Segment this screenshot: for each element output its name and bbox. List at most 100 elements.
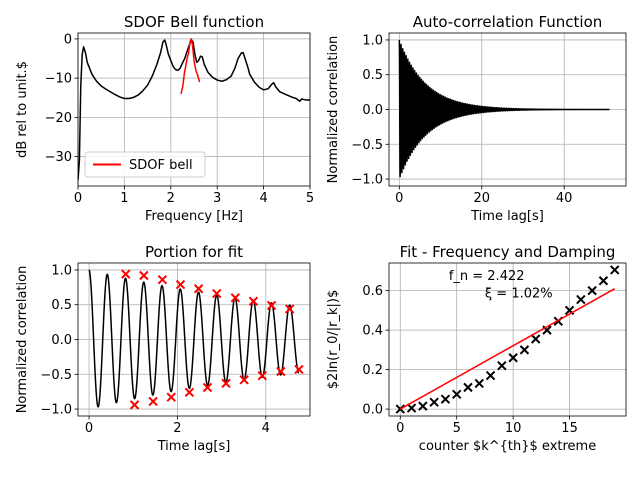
y-tick-label: 0.0 [362, 403, 383, 418]
y-tick-label: −1.0 [351, 173, 383, 188]
data-point-marker [202, 382, 213, 393]
y-tick-label: −0.5 [351, 138, 383, 153]
x-tick-label: 40 [556, 191, 573, 206]
y-axis-label: $2ln(r_0/|r_k|)$ [326, 290, 341, 389]
y-tick-label: −1.0 [40, 403, 72, 418]
data-point-marker [157, 274, 168, 285]
data-point-marker [230, 293, 241, 303]
x-tick-label: 0 [85, 421, 93, 436]
data-point-marker [184, 387, 195, 398]
data-point-marker [508, 353, 518, 363]
y-axis-label: dB rel to unit.$ [15, 61, 30, 158]
data-point-marker [239, 375, 249, 385]
data-point-marker [406, 403, 417, 413]
data-point-marker [519, 345, 530, 355]
data-point-marker [284, 304, 295, 314]
plot-area [395, 265, 620, 414]
data-point-marker [221, 378, 231, 389]
chart-panel-2: 0 20 40 −1.0 −0.5 0.0 0.5 1.0 Auto-correlation F… [326, 13, 627, 224]
plot-area [78, 38, 310, 181]
chart-title: Auto-correlation Function [413, 13, 603, 31]
axes-frame [77, 262, 311, 417]
legend-label: SDOF bell [129, 158, 193, 173]
series-line-1 [398, 39, 611, 178]
data-point-marker [121, 269, 131, 279]
axes-frame [77, 32, 311, 187]
plot-area [88, 269, 304, 410]
x-tick-label: 0 [395, 191, 403, 206]
fit-annotations: f_n = 2.422 ξ = 1.02% [449, 269, 553, 302]
chart-panel-1: 0 1 2 3 4 5 0 −10 −20 −30 SDOF Bell function Freque… [15, 13, 314, 224]
y-tick-label: 0.4 [362, 324, 383, 339]
y-axis-label: Normalized correlation [15, 266, 30, 414]
damping-ratio-annotation: ξ = 1.02% [485, 287, 553, 302]
data-point-marker [294, 364, 304, 375]
data-point-marker [429, 397, 439, 407]
data-point-marker [148, 396, 158, 407]
data-point-marker [576, 294, 586, 305]
data-point-marker [266, 300, 277, 311]
data-point-marker [129, 400, 140, 410]
data-point-marker [440, 394, 451, 404]
data-point-marker [139, 270, 149, 281]
y-tick-label: 1.0 [51, 263, 72, 278]
data-point-marker [474, 378, 484, 389]
data-point-marker [418, 401, 428, 411]
data-point-marker [485, 370, 496, 381]
chart-panel-4: 0 5 10 15 0.0 0.2 0.4 0.6 Fit - Frequency and Da… [326, 243, 627, 454]
data-point-marker [452, 389, 462, 399]
y-tick-label: 0.0 [362, 103, 383, 118]
x-tick-label: 5 [306, 191, 314, 206]
series-line-1 [88, 269, 300, 408]
x-tick-label: 20 [473, 191, 490, 206]
x-tick-label: 3 [213, 191, 221, 206]
data-point-marker [531, 334, 541, 344]
y-axis-label: Normalized correlation [326, 36, 341, 184]
y-tick-label: 0.5 [362, 68, 383, 83]
x-axis-label: counter $k^{th}$ extreme [419, 439, 596, 454]
data-point-marker [166, 392, 176, 402]
x-tick-label: 10 [505, 421, 522, 436]
x-tick-label: 2 [173, 421, 181, 436]
x-tick-label: 4 [262, 421, 270, 436]
x-tick-label: 15 [561, 421, 578, 436]
chart-title: SDOF Bell function [124, 13, 264, 31]
chart-panel-3: 0 2 4 −1.0 −0.5 0.0 0.5 1.0 Portion for fit Time … [15, 243, 311, 454]
series-line-2 [399, 288, 616, 410]
chart-title: Fit - Frequency and Damping [400, 243, 616, 261]
legend: SDOF bell [84, 151, 206, 178]
axes-frame [388, 32, 627, 187]
y-tick-label: 0.0 [51, 333, 72, 348]
x-axis-label: Time lag[s] [470, 209, 544, 224]
data-point-marker [257, 370, 267, 381]
y-tick-label: 1.0 [362, 33, 383, 48]
y-tick-label: −30 [45, 150, 72, 165]
y-tick-label: 0 [64, 32, 72, 47]
plot-area [398, 39, 611, 178]
series-line-sdof-bell [180, 38, 201, 94]
natural-frequency-annotation: f_n = 2.422 [449, 269, 525, 284]
x-tick-label: 0 [396, 421, 404, 436]
x-tick-label: 5 [453, 421, 461, 436]
x-axis-label: Frequency [Hz] [145, 209, 243, 224]
data-point-marker [395, 404, 405, 414]
y-tick-label: 0.6 [362, 284, 383, 299]
y-tick-label: 0.2 [362, 363, 383, 378]
x-tick-label: 2 [167, 191, 175, 206]
y-tick-label: −20 [45, 111, 72, 126]
x-axis-label: Time lag[s] [157, 439, 231, 454]
x-tick-label: 0 [74, 191, 82, 206]
y-tick-label: −0.5 [40, 368, 72, 383]
data-point-marker [193, 284, 204, 294]
x-tick-label: 4 [259, 191, 267, 206]
data-point-marker [276, 366, 286, 377]
data-point-marker [497, 360, 507, 371]
data-point-marker [463, 382, 473, 393]
chart-title: Portion for fit [145, 243, 243, 261]
legend-box [84, 151, 206, 178]
y-tick-label: 0.5 [51, 298, 72, 313]
axes-frame [388, 262, 627, 417]
data-point-marker [212, 288, 222, 299]
y-tick-label: −10 [45, 72, 72, 87]
